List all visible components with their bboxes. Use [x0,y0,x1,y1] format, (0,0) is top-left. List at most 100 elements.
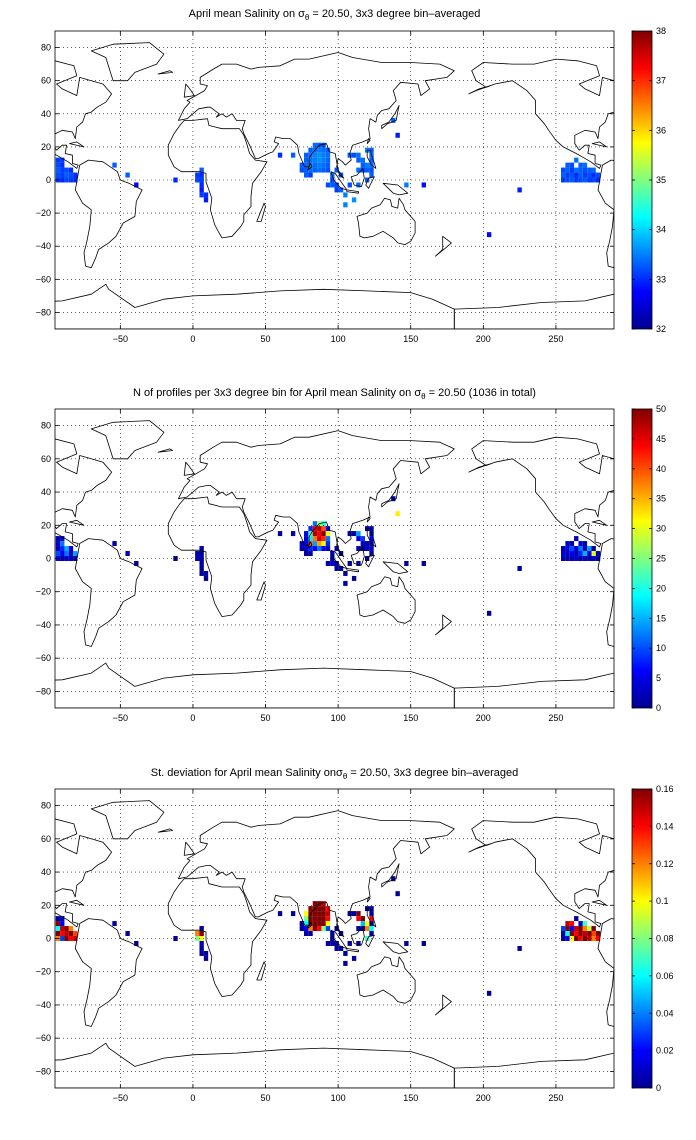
data-cell [334,182,339,188]
y-tick-label: −80 [36,307,51,317]
data-cell [565,172,570,178]
data-cell [60,546,65,552]
data-cell [330,177,335,183]
land-outline [55,60,112,169]
data-cell [199,546,204,552]
land-outline [356,197,416,246]
land-outline [55,818,112,928]
data-cell [343,960,348,966]
colorbar-tick-label: 30 [656,524,666,534]
data-cell [68,172,74,178]
land-outline [157,448,174,453]
data-cell [317,152,322,158]
x-tick-label: 200 [476,334,491,344]
data-cell [356,546,361,552]
data-cell [578,162,583,168]
land-outline [382,182,409,196]
land-outline [350,167,365,188]
data-cell [574,916,579,922]
data-cell [317,916,322,922]
data-cell [304,152,309,158]
colorbar: 0 5 10 15 20 25 30 35 40 45 50 [631,404,666,713]
data-cell [343,570,348,576]
data-cell [343,580,348,586]
data-cell [68,167,74,173]
land-outline [256,202,266,222]
data-cell [64,926,69,932]
coastlines [55,420,614,708]
data-cell [364,167,370,173]
data-cell [199,945,204,951]
data-cell [199,187,204,193]
data-cell [338,172,344,178]
data-cell [561,931,566,936]
data-cell [574,546,579,552]
colorbar-tick-label: 0.12 [656,859,674,869]
y-tick-label: 20 [41,142,51,152]
data-cell [561,926,566,932]
data-cell [312,142,318,148]
data-cell [134,182,139,188]
data-cell [356,167,361,173]
land-outline [471,58,614,169]
data-cell [308,926,313,932]
data-cell [356,531,361,537]
data-cell [334,560,339,566]
data-cell [343,950,348,956]
data-cell [325,541,331,547]
data-cell [360,157,365,163]
data-cell [308,531,313,537]
data-cell [565,921,570,927]
data-cell [587,931,592,936]
land-outline [591,519,608,526]
data-cell [369,157,374,163]
y-tick-label: −80 [36,686,51,696]
data-cell [312,901,318,907]
data-cell [55,546,61,552]
y-tick-label: −40 [36,1000,51,1010]
data-cell [55,167,61,173]
data-cell [334,926,339,932]
x-tick-label: 50 [261,1093,271,1103]
data-cell [561,551,566,556]
data-cell [369,916,374,922]
data-cell [290,911,296,917]
data-cell [325,526,331,532]
data-cell [199,560,204,566]
data-cell [569,551,575,556]
land-outline [55,283,455,329]
x-tick-label: 200 [476,713,491,723]
data-cell [304,531,309,537]
land-outline [69,519,85,526]
land-outline [591,141,608,148]
y-tick-label: 80 [41,801,51,811]
data-cell [199,551,204,556]
data-cell [343,202,348,208]
data-cell [578,556,583,561]
land-outline [69,141,85,148]
data-cell [587,167,592,173]
data-cell [321,152,326,158]
data-cell [308,541,313,547]
data-cell [55,931,61,936]
data-cell [360,916,365,922]
data-cell [325,536,331,542]
data-cell [203,575,209,581]
land-outline [350,546,365,566]
data-cell [356,940,361,946]
salinity-stdev-chart: St. deviation for April mean Salinity on… [36,767,674,1103]
land-outline [167,876,268,997]
data-cell [351,911,357,917]
data-cell [199,172,204,178]
y-tick-label: 60 [41,76,51,86]
x-tick-label: −50 [113,1093,128,1103]
colorbar-tick-label: 0.1 [656,896,669,906]
y-tick-label: 80 [41,421,51,431]
y-tick-label: −20 [36,208,51,218]
land-outline [307,541,313,549]
data-cell [582,546,588,552]
data-cell [347,560,352,566]
colorbar-tick-label: 45 [656,434,666,444]
data-cell [591,167,596,173]
data-cell [561,172,566,178]
